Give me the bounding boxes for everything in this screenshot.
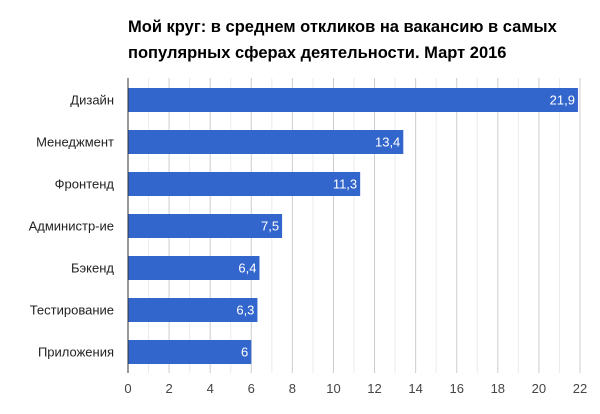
x-tick-label: 8 bbox=[289, 381, 296, 396]
bar[interactable] bbox=[128, 214, 283, 238]
data-label: 6 bbox=[241, 345, 248, 360]
category-label: Администр-ие bbox=[29, 219, 114, 234]
x-tick-label: 10 bbox=[326, 381, 340, 396]
x-tick-label: 0 bbox=[124, 381, 131, 396]
bar[interactable] bbox=[128, 88, 578, 112]
category-label: Дизайн bbox=[70, 93, 114, 108]
bar[interactable] bbox=[128, 172, 361, 196]
x-tick-label: 18 bbox=[491, 381, 505, 396]
data-label: 11,3 bbox=[333, 177, 357, 192]
bar[interactable] bbox=[128, 340, 252, 364]
x-tick-label: 14 bbox=[408, 381, 422, 396]
x-tick-label: 4 bbox=[207, 381, 214, 396]
x-tick-label: 12 bbox=[367, 381, 381, 396]
data-label: 21,9 bbox=[550, 93, 575, 108]
data-label: 6,3 bbox=[236, 303, 254, 318]
data-label: 7,5 bbox=[261, 219, 279, 234]
x-tick-label: 20 bbox=[532, 381, 546, 396]
bar[interactable] bbox=[128, 256, 260, 280]
bar[interactable] bbox=[128, 298, 258, 322]
category-label: Фронтенд bbox=[55, 177, 115, 192]
chart-title-line-2: популярных сферах деятельности. Март 201… bbox=[128, 44, 506, 62]
x-tick-label: 22 bbox=[573, 381, 587, 396]
chart-title-line-1: Мой круг: в среднем откликов на вакансию… bbox=[128, 18, 558, 36]
data-label: 13,4 bbox=[375, 135, 400, 150]
category-label: Приложения bbox=[38, 345, 114, 360]
category-label: Менеджмент bbox=[36, 135, 114, 150]
data-label: 6,4 bbox=[238, 261, 256, 276]
x-tick-label: 2 bbox=[165, 381, 172, 396]
category-label: Бэкенд bbox=[71, 261, 114, 276]
bar[interactable] bbox=[128, 130, 404, 154]
category-label: Тестирование bbox=[30, 303, 114, 318]
x-tick-label: 6 bbox=[248, 381, 255, 396]
x-tick-label: 16 bbox=[449, 381, 463, 396]
